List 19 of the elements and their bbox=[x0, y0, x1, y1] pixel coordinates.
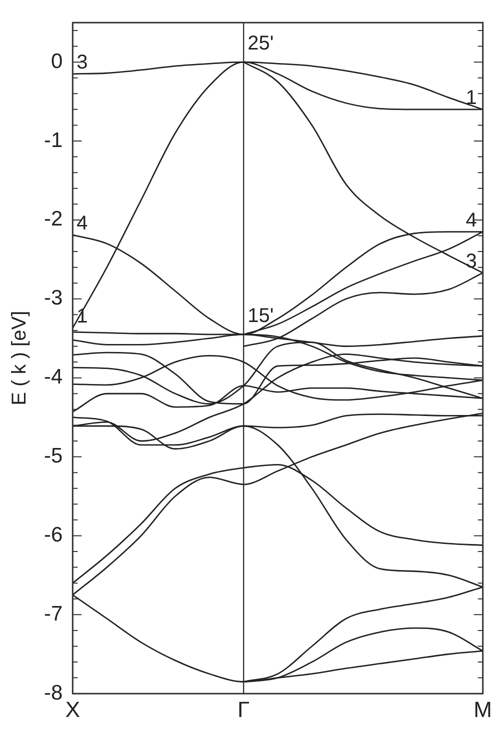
annotation: 4 bbox=[76, 212, 88, 234]
y-tick-label: -6 bbox=[44, 524, 63, 547]
y-tick-label: -3 bbox=[44, 286, 63, 310]
y-tick-label: -4 bbox=[44, 366, 63, 389]
annotation: 4 bbox=[466, 209, 477, 232]
y-tick-label: -8 bbox=[44, 681, 63, 704]
y-tick-label: -2 bbox=[44, 208, 63, 231]
annotation: 15' bbox=[248, 304, 274, 327]
x-tick-label: X bbox=[65, 696, 80, 722]
x-tick-label: Γ bbox=[238, 696, 250, 722]
y-tick-label: -5 bbox=[44, 444, 63, 468]
y-tick-label: 0 bbox=[50, 50, 63, 73]
y-tick-label: -7 bbox=[44, 602, 63, 626]
annotation: 1 bbox=[466, 86, 477, 109]
x-tick-label: M bbox=[474, 696, 492, 722]
annotation: 3 bbox=[76, 51, 88, 74]
y-axis-title: E ( k ) [eV] bbox=[8, 310, 31, 406]
annotation: 25' bbox=[248, 32, 274, 55]
y-tick-label: -1 bbox=[44, 128, 63, 152]
